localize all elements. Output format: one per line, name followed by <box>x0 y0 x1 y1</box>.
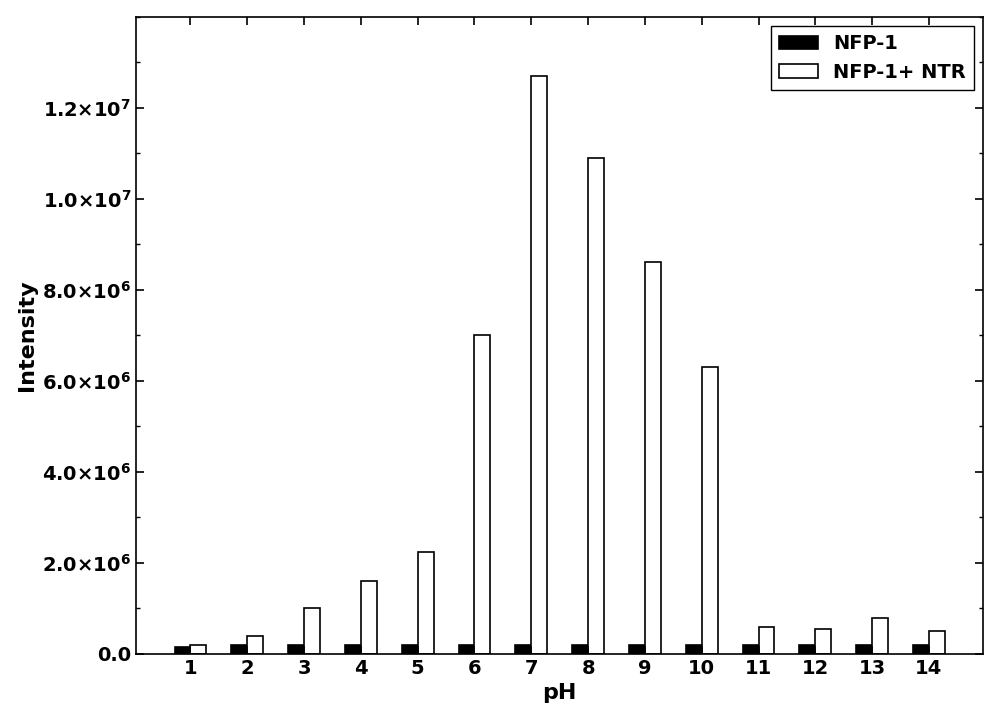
Bar <box>686 645 702 654</box>
Bar <box>588 158 604 654</box>
Bar <box>345 645 361 654</box>
Bar <box>743 645 759 654</box>
Bar <box>856 645 872 654</box>
Bar <box>929 631 945 654</box>
Bar <box>418 552 434 654</box>
X-axis label: pH: pH <box>543 683 577 703</box>
Bar <box>515 645 531 654</box>
Bar <box>459 645 474 654</box>
Bar <box>190 645 206 654</box>
Bar <box>474 336 490 654</box>
Bar <box>175 647 190 654</box>
Bar <box>799 645 815 654</box>
Bar <box>247 636 263 654</box>
Bar <box>645 263 661 654</box>
Bar <box>304 608 320 654</box>
Bar <box>531 76 547 654</box>
Bar <box>759 626 774 654</box>
Bar <box>361 581 377 654</box>
Bar <box>702 367 718 654</box>
Bar <box>288 645 304 654</box>
Bar <box>913 645 929 654</box>
Bar <box>231 645 247 654</box>
Bar <box>815 629 831 654</box>
Legend: NFP-1, NFP-1+ NTR: NFP-1, NFP-1+ NTR <box>771 27 974 90</box>
Bar <box>402 645 418 654</box>
Bar <box>629 645 645 654</box>
Bar <box>572 645 588 654</box>
Y-axis label: Intensity: Intensity <box>17 279 37 391</box>
Bar <box>872 618 888 654</box>
